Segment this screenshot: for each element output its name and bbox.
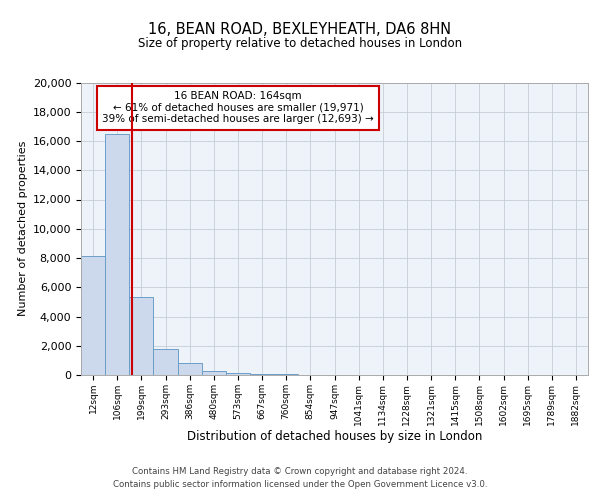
Text: Contains public sector information licensed under the Open Government Licence v3: Contains public sector information licen… bbox=[113, 480, 487, 489]
Bar bbox=[250, 374, 274, 375]
Bar bbox=[129, 298, 154, 375]
Bar bbox=[178, 364, 202, 375]
Text: Size of property relative to detached houses in London: Size of property relative to detached ho… bbox=[138, 38, 462, 51]
Bar bbox=[226, 373, 250, 375]
Bar bbox=[105, 134, 129, 375]
Bar bbox=[202, 370, 226, 375]
Text: 16, BEAN ROAD, BEXLEYHEATH, DA6 8HN: 16, BEAN ROAD, BEXLEYHEATH, DA6 8HN bbox=[148, 22, 452, 38]
Text: 16 BEAN ROAD: 164sqm
← 61% of detached houses are smaller (19,971)
39% of semi-d: 16 BEAN ROAD: 164sqm ← 61% of detached h… bbox=[102, 92, 374, 124]
Bar bbox=[154, 350, 178, 375]
Text: Contains HM Land Registry data © Crown copyright and database right 2024.: Contains HM Land Registry data © Crown c… bbox=[132, 467, 468, 476]
Y-axis label: Number of detached properties: Number of detached properties bbox=[19, 141, 28, 316]
Bar bbox=[274, 374, 298, 375]
Bar bbox=[81, 256, 105, 375]
X-axis label: Distribution of detached houses by size in London: Distribution of detached houses by size … bbox=[187, 430, 482, 444]
